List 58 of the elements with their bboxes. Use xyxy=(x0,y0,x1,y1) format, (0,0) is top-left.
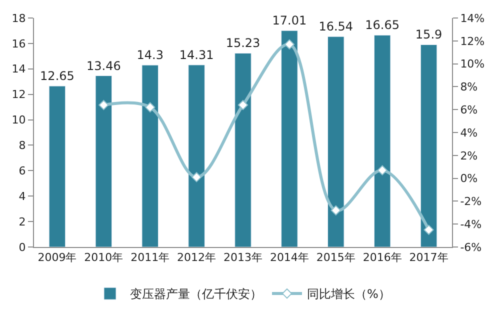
bar xyxy=(95,76,112,247)
point xyxy=(330,205,341,216)
y-tick-label: 18 xyxy=(12,12,26,25)
bar xyxy=(48,86,66,247)
bar xyxy=(281,30,298,247)
y-tick-label: 6 xyxy=(18,164,26,178)
y-tick-label: 16 xyxy=(12,37,26,50)
bar xyxy=(374,34,391,247)
legend-label: 变压器产量（亿千伏安） xyxy=(130,287,262,302)
bar xyxy=(142,64,158,247)
legend-label: 同比增长（%） xyxy=(307,287,390,302)
point xyxy=(192,172,202,182)
point xyxy=(98,100,109,110)
x-tick-label: 2014年 xyxy=(270,251,309,264)
data-label: 12.65 xyxy=(40,69,74,84)
bar xyxy=(188,64,205,247)
data-label: 15.9 xyxy=(415,28,442,42)
y2-tick-label: -6% xyxy=(460,240,482,254)
data-label: 16.65 xyxy=(365,18,400,32)
y-tick-label: 0 xyxy=(18,240,26,254)
bar xyxy=(420,44,438,247)
bar xyxy=(328,36,344,247)
data-label: 13.46 xyxy=(86,58,121,73)
x-tick-label: 2011年 xyxy=(130,251,170,264)
y2-tick-label: 2% xyxy=(460,149,478,162)
point xyxy=(284,39,294,50)
x-tick-label: 2015年 xyxy=(316,251,356,264)
y2-tick-label: 12% xyxy=(460,34,485,48)
y2-tick-label: -2% xyxy=(460,195,482,208)
point xyxy=(145,102,156,112)
point xyxy=(424,224,434,235)
y2-tick-label: 6% xyxy=(460,103,478,116)
y2-tick-label: 8% xyxy=(460,80,478,94)
y2-tick-label: 0% xyxy=(460,172,478,186)
y-tick-label: 4 xyxy=(18,190,26,203)
data-label: 15.23 xyxy=(226,36,260,50)
y2-tick-label: -4% xyxy=(460,218,482,231)
y-tick-label: 14 xyxy=(12,62,26,76)
bar xyxy=(234,52,252,247)
y2-tick-label: 10% xyxy=(460,58,485,71)
data-label: 16.54 xyxy=(318,20,354,34)
x-tick-label: 2017年 xyxy=(409,251,448,264)
point xyxy=(377,165,388,176)
y-tick-label: 8 xyxy=(18,139,26,152)
x-tick-label: 2010年 xyxy=(84,251,124,264)
y-tick-label: 12 xyxy=(12,88,26,102)
data-label: 14.3 xyxy=(136,48,164,62)
data-label: 17.01 xyxy=(272,14,307,28)
x-tick-label: 2012年 xyxy=(177,251,216,264)
y-tick-label: 10 xyxy=(12,114,26,127)
y2-tick-label: 14% xyxy=(460,12,485,25)
y2-tick-label: 4% xyxy=(460,126,478,140)
point xyxy=(238,100,248,110)
x-tick-label: 2013年 xyxy=(224,251,262,264)
x-tick-label: 2016年 xyxy=(362,251,402,264)
data-label: 14.31 xyxy=(179,48,214,62)
y-tick-label: 2 xyxy=(18,215,26,228)
x-tick-label: 2009年 xyxy=(38,251,77,264)
